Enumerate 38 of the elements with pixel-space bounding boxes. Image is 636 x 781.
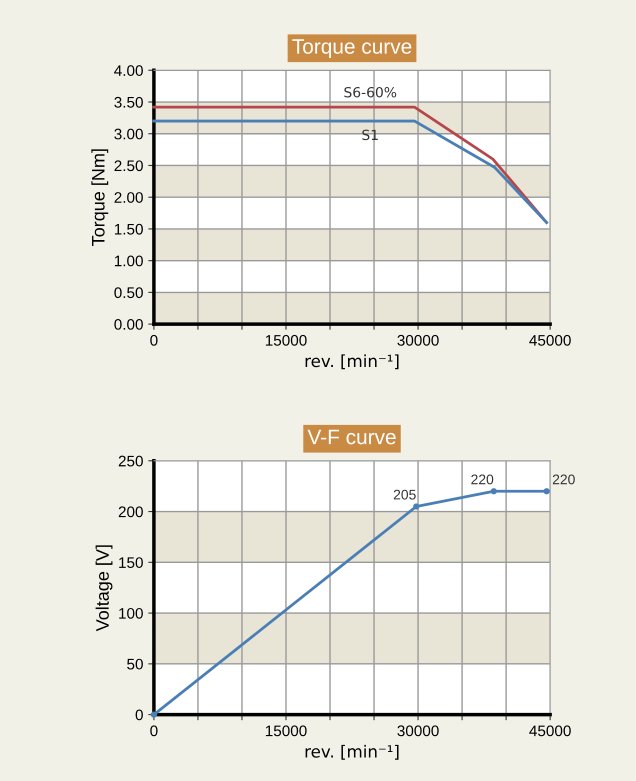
x-axis-title: rev. [min⁻¹] — [306, 744, 398, 760]
y-tick-label: 1.50 — [114, 224, 143, 235]
y-tick-label: 0.50 — [114, 287, 143, 298]
x-tick-label: 30000 — [397, 725, 439, 736]
x-tick-label: 45000 — [529, 334, 571, 346]
y-tick-label: 2.50 — [114, 160, 143, 172]
point — [150, 711, 158, 718]
y-tick-label: 50 — [127, 658, 143, 670]
x-tick-label: 30000 — [397, 334, 439, 346]
point — [490, 488, 497, 494]
y-axis-title: Torque [Nm] — [91, 149, 108, 246]
data-label: 220 — [471, 474, 494, 484]
x-tick-label: 15000 — [266, 725, 307, 736]
data-label: 220 — [552, 474, 575, 484]
point — [413, 503, 420, 510]
y-tick-label: 100 — [119, 608, 143, 619]
chart-title: Torque curve — [292, 39, 412, 58]
y-tick-label: 2.00 — [114, 192, 143, 203]
y-axis-title: Voltage [V] — [96, 545, 112, 632]
y-tick-label: 1.00 — [114, 256, 143, 266]
y-tick-label: 0.00 — [114, 318, 143, 330]
x-tick-label: 15000 — [266, 334, 307, 346]
data-label: 205 — [394, 490, 416, 500]
y-tick-label: 3.00 — [114, 128, 143, 140]
series-label: S6-60% — [344, 86, 396, 98]
y-tick-label: 3.50 — [114, 96, 143, 108]
y-tick-label: 250 — [118, 456, 143, 466]
x-axis-title: rev. [min⁻¹] — [306, 354, 398, 370]
series-label: S1 — [362, 130, 378, 140]
y-tick-label: 200 — [118, 506, 143, 518]
x-tick-label: 45000 — [529, 725, 571, 736]
y-tick-label: 4.00 — [114, 65, 143, 76]
point — [543, 488, 550, 494]
chart-title: V-F curve — [308, 430, 396, 444]
y-tick-label: 0 — [136, 709, 143, 720]
y-tick-label: 150 — [119, 557, 143, 568]
x-tick-label: 0 — [150, 334, 158, 346]
x-tick-label: 0 — [150, 725, 158, 736]
